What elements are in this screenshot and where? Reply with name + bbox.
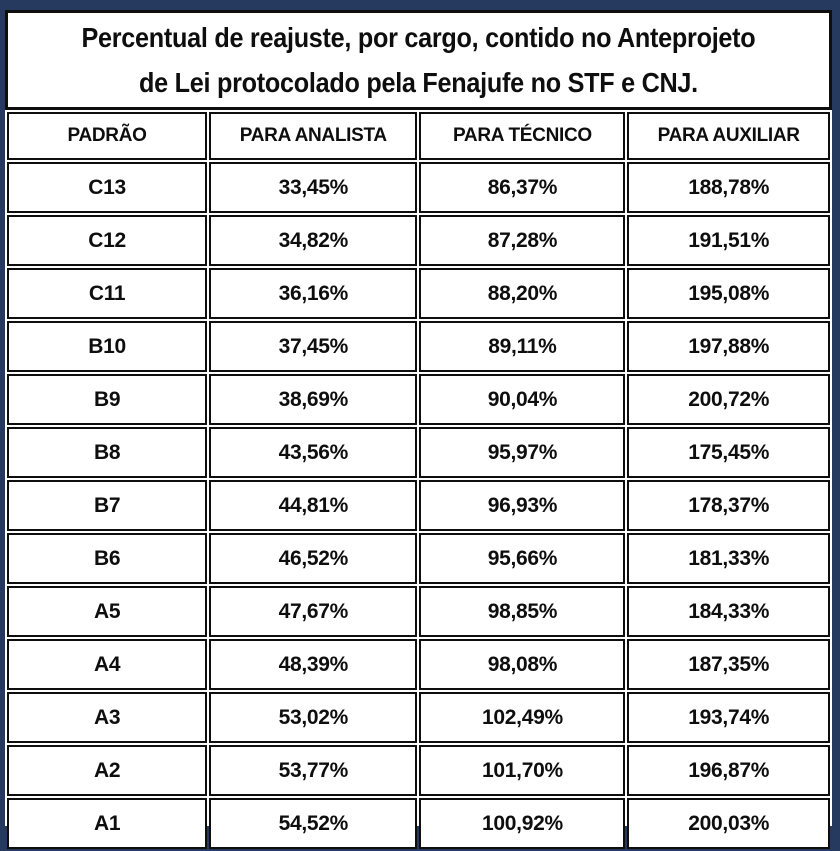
analista-value-cell: 53,77% [209,745,418,796]
table-title: Percentual de reajuste, por cargo, conti… [5,10,832,110]
table-row: B6 46,52% 95,66% 181,33% [7,533,830,584]
padrao-cell: C13 [7,162,208,213]
table-row: C12 34,82% 87,28% 191,51% [7,215,830,266]
analista-value-cell: 53,02% [209,692,418,743]
table-row: A4 48,39% 98,08% 187,35% [7,639,830,690]
table-row: A5 47,67% 98,85% 184,33% [7,586,830,637]
table-row: B7 44,81% 96,93% 178,37% [7,480,830,531]
auxiliar-value-cell: 178,37% [627,480,830,531]
tecnico-value-cell: 96,93% [419,480,626,531]
table-row: B10 37,45% 89,11% 197,88% [7,321,830,372]
reajuste-table: PADRÃO PARA ANALISTA PARA TÉCNICO PARA A… [5,110,832,851]
auxiliar-value-cell: 197,88% [627,321,830,372]
header-para-tecnico: PARA TÉCNICO [419,112,626,160]
auxiliar-value-cell: 187,35% [627,639,830,690]
padrao-cell: B10 [7,321,208,372]
analista-value-cell: 38,69% [209,374,418,425]
table-row: A1 54,52% 100,92% 200,03% [7,798,830,849]
tecnico-value-cell: 98,08% [419,639,626,690]
analista-value-cell: 36,16% [209,268,418,319]
analista-value-cell: 43,56% [209,427,418,478]
table-header: PADRÃO PARA ANALISTA PARA TÉCNICO PARA A… [7,112,830,160]
tecnico-value-cell: 101,70% [419,745,626,796]
auxiliar-value-cell: 193,74% [627,692,830,743]
header-padrao: PADRÃO [7,112,208,160]
header-para-analista: PARA ANALISTA [209,112,418,160]
padrao-cell: C12 [7,215,208,266]
title-line-2: de Lei protocolado pela Fenajufe no STF … [139,67,698,98]
analista-value-cell: 37,45% [209,321,418,372]
table-row: B8 43,56% 95,97% 175,45% [7,427,830,478]
padrao-cell: A1 [7,798,208,849]
auxiliar-value-cell: 200,03% [627,798,830,849]
tecnico-value-cell: 87,28% [419,215,626,266]
table-row: C11 36,16% 88,20% 195,08% [7,268,830,319]
tecnico-value-cell: 98,85% [419,586,626,637]
auxiliar-value-cell: 195,08% [627,268,830,319]
tecnico-value-cell: 89,11% [419,321,626,372]
auxiliar-value-cell: 175,45% [627,427,830,478]
padrao-cell: A4 [7,639,208,690]
table-frame: Percentual de reajuste, por cargo, conti… [5,10,832,849]
analista-value-cell: 47,67% [209,586,418,637]
title-line-1: Percentual de reajuste, por cargo, conti… [81,22,756,53]
tecnico-value-cell: 90,04% [419,374,626,425]
tecnico-value-cell: 102,49% [419,692,626,743]
header-para-auxiliar: PARA AUXILIAR [627,112,830,160]
tecnico-value-cell: 95,66% [419,533,626,584]
table-row: A3 53,02% 102,49% 193,74% [7,692,830,743]
auxiliar-value-cell: 191,51% [627,215,830,266]
padrao-cell: B6 [7,533,208,584]
padrao-cell: B8 [7,427,208,478]
padrao-cell: A3 [7,692,208,743]
analista-value-cell: 48,39% [209,639,418,690]
padrao-cell: B9 [7,374,208,425]
table-body: C13 33,45% 86,37% 188,78% C12 34,82% 87,28% 191… [7,162,830,849]
table-row: C13 33,45% 86,37% 188,78% [7,162,830,213]
tecnico-value-cell: 86,37% [419,162,626,213]
padrao-cell: A5 [7,586,208,637]
auxiliar-value-cell: 200,72% [627,374,830,425]
padrao-cell: C11 [7,268,208,319]
padrao-cell: A2 [7,745,208,796]
auxiliar-value-cell: 184,33% [627,586,830,637]
table-row: A2 53,77% 101,70% 196,87% [7,745,830,796]
auxiliar-value-cell: 188,78% [627,162,830,213]
table-row: B9 38,69% 90,04% 200,72% [7,374,830,425]
tecnico-value-cell: 88,20% [419,268,626,319]
tecnico-value-cell: 95,97% [419,427,626,478]
header-row: PADRÃO PARA ANALISTA PARA TÉCNICO PARA A… [7,112,830,160]
auxiliar-value-cell: 196,87% [627,745,830,796]
tecnico-value-cell: 100,92% [419,798,626,849]
padrao-cell: B7 [7,480,208,531]
auxiliar-value-cell: 181,33% [627,533,830,584]
analista-value-cell: 54,52% [209,798,418,849]
analista-value-cell: 44,81% [209,480,418,531]
analista-value-cell: 33,45% [209,162,418,213]
analista-value-cell: 34,82% [209,215,418,266]
analista-value-cell: 46,52% [209,533,418,584]
